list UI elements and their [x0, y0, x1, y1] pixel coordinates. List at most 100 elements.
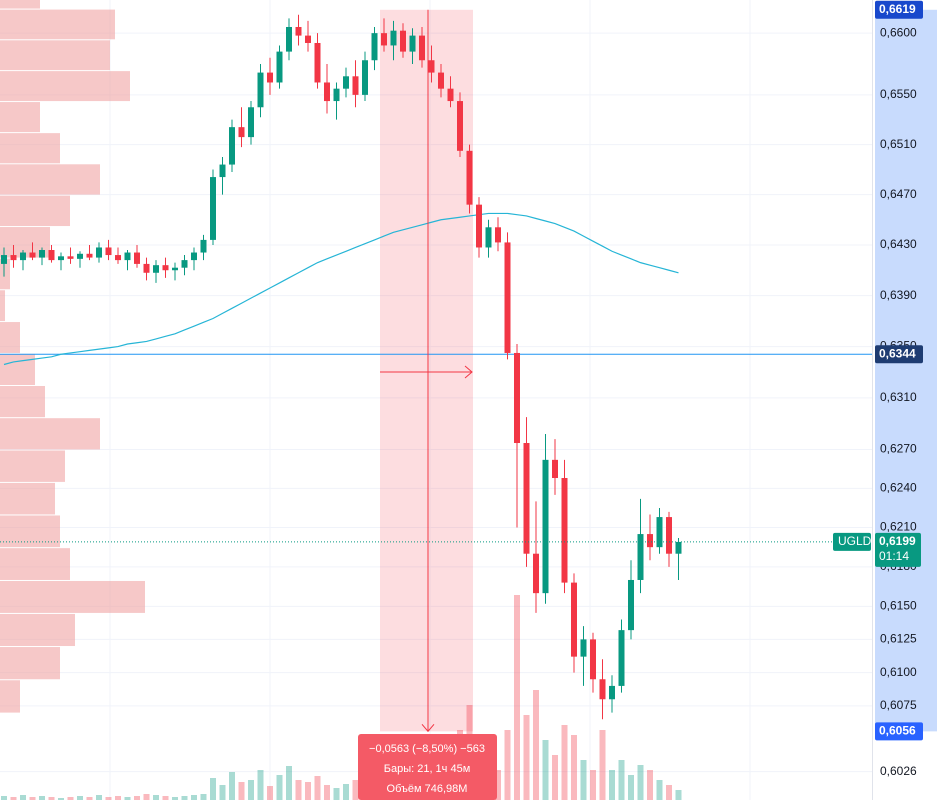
candle-body	[438, 72, 444, 89]
last-price-label: 0,6199	[879, 534, 916, 548]
y-tick-label: 0,6390	[880, 288, 917, 302]
candle-body	[333, 88, 340, 102]
y-tick-label: 0,6600	[880, 25, 917, 39]
candle-body	[675, 541, 682, 554]
volume-profile-bar	[0, 133, 60, 164]
candle-body	[29, 252, 36, 258]
candle-body	[1, 255, 7, 264]
tooltip-bars: Бары: 21, 1ч 45м	[384, 763, 471, 775]
candle-body	[143, 263, 150, 273]
candle-body	[371, 33, 378, 61]
candle-body	[495, 227, 501, 243]
candle-body	[115, 255, 121, 261]
volume-bar	[58, 798, 64, 800]
y-tick-label: 0,6100	[880, 665, 917, 679]
candle-body	[476, 204, 482, 248]
candle-body	[647, 534, 653, 548]
candle-body	[67, 256, 74, 259]
candle-body	[162, 265, 169, 271]
candle-body	[219, 164, 226, 178]
y-tick-label: 0,6240	[880, 481, 917, 495]
y-tick-label: 0,6310	[880, 390, 917, 404]
volume-bar	[29, 797, 36, 800]
volume-bar	[67, 797, 74, 800]
y-tick-label: 0,6430	[880, 237, 917, 251]
volume-bar	[210, 778, 216, 800]
tooltip-change: −0,0563 (−8,50%) −563	[369, 743, 485, 755]
volume-bar	[324, 785, 330, 800]
volume-bar	[162, 796, 169, 800]
volume-bar	[134, 796, 140, 800]
candle-body	[200, 239, 207, 253]
candle-body	[571, 582, 577, 657]
volume-profile-bar	[0, 548, 70, 580]
volume-profile-bar	[0, 647, 60, 680]
candle-body	[637, 534, 644, 580]
volume-bar	[580, 760, 587, 800]
volume-bar	[647, 770, 653, 800]
volume-bar	[191, 795, 197, 800]
volume-profile-bar	[0, 0, 40, 9]
candle-body	[362, 60, 368, 95]
y-tick-label: 0,6470	[880, 187, 917, 201]
arrow-head	[464, 365, 473, 379]
candle-body	[628, 579, 634, 631]
last-price-box	[875, 532, 921, 567]
bottom-price-label: 0,6056	[879, 724, 916, 738]
candle-body	[504, 242, 511, 353]
candle-body	[381, 33, 387, 46]
volume-bar	[666, 785, 672, 800]
arrow-head	[421, 724, 435, 733]
top-price-label: 0,6619	[879, 2, 916, 16]
volume-bar	[533, 690, 539, 800]
candle-body	[39, 250, 45, 258]
volume-bar	[637, 765, 644, 800]
hline-price-label: 0,6344	[879, 346, 916, 360]
candle-body	[590, 639, 596, 680]
candle-body	[409, 35, 416, 52]
candle-body	[77, 253, 83, 259]
volume-bar	[618, 760, 625, 800]
volume-bar	[561, 725, 568, 800]
volume-profile-bar	[0, 102, 40, 133]
volume-bar	[48, 797, 55, 800]
candle-body	[153, 265, 159, 273]
volume-bar	[514, 595, 520, 800]
volume-bar	[523, 715, 530, 800]
candle-body	[419, 35, 425, 61]
volume-profile-bar	[0, 9, 115, 40]
candle-body	[124, 252, 131, 261]
volume-bar	[552, 755, 558, 800]
countdown: 01:14	[879, 549, 909, 563]
candle-body	[400, 30, 406, 52]
volume-bar	[39, 796, 45, 800]
candle-body	[666, 517, 672, 554]
candle-body	[599, 679, 606, 700]
candle-body	[552, 459, 558, 479]
y-tick-label: 0,6550	[880, 87, 917, 101]
symbol-box	[833, 532, 871, 551]
candle-body	[533, 553, 539, 594]
volume-bar	[200, 794, 207, 800]
bottom-price-box	[875, 722, 923, 741]
candle-body	[580, 639, 587, 657]
volume-profile-bar	[0, 680, 20, 713]
y-tick-label: 0,6270	[880, 442, 917, 456]
candle-body	[96, 247, 102, 258]
candle-body	[267, 72, 273, 83]
volume-profile-bar	[0, 353, 35, 386]
measure-tooltip	[358, 734, 497, 800]
volume-bar	[286, 766, 292, 800]
volume-bar	[124, 797, 131, 800]
candle-body	[134, 252, 140, 264]
candle-body	[248, 107, 254, 138]
top-price-box	[875, 0, 923, 19]
volume-bar	[96, 795, 102, 800]
candle-body	[172, 267, 178, 271]
volume-bar	[504, 730, 511, 800]
y-tick-label: 0,6026	[880, 764, 917, 778]
volume-bar	[267, 786, 273, 800]
candle-body	[305, 35, 311, 43]
volume-profile-bar	[0, 71, 130, 102]
candle-body	[352, 76, 359, 95]
